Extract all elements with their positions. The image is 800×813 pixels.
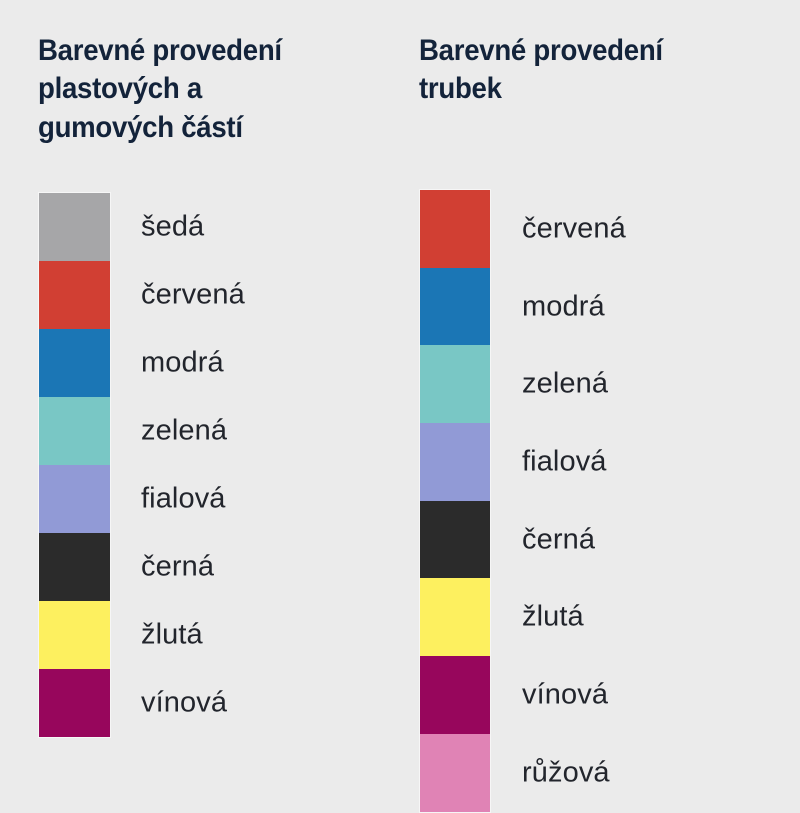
color-swatch-zelená bbox=[420, 345, 490, 424]
column-tubes: Barevné provedení trubek červená modrá zel… bbox=[419, 0, 779, 813]
swatch-row: zelená bbox=[39, 397, 227, 465]
color-label: šedá bbox=[141, 210, 205, 243]
color-swatch-černá bbox=[39, 533, 110, 601]
color-label: růžová bbox=[522, 756, 610, 789]
color-label: modrá bbox=[141, 346, 224, 379]
color-label: fialová bbox=[141, 482, 226, 515]
color-label: černá bbox=[522, 523, 596, 556]
column-plastic-rubber-parts: Barevné provedení plastových a gumových … bbox=[38, 0, 388, 800]
color-swatch-žlutá bbox=[420, 578, 490, 657]
color-swatch-žlutá bbox=[39, 601, 110, 669]
color-label: vínová bbox=[522, 678, 609, 711]
swatch-row: fialová bbox=[39, 465, 225, 533]
color-swatch-černá bbox=[420, 500, 490, 579]
swatch-stack-tubes: červená modrá zelená fialová černá žlutá vínov… bbox=[419, 189, 626, 813]
swatch-row: žlutá bbox=[420, 578, 584, 657]
color-label: modrá bbox=[522, 290, 605, 323]
swatch-row: modrá bbox=[39, 329, 224, 397]
swatch-row: růžová bbox=[420, 733, 610, 812]
swatch-row: šedá bbox=[39, 193, 204, 261]
heading-tubes: Barevné provedení trubek bbox=[419, 34, 663, 106]
color-label: žlutá bbox=[141, 618, 203, 651]
color-swatch-modrá bbox=[39, 329, 110, 397]
color-swatch-vínová bbox=[420, 656, 490, 734]
color-swatch-modrá bbox=[420, 267, 490, 346]
heading-plastic-rubber-parts: Barevné provedení plastových a gumových … bbox=[38, 34, 282, 144]
color-label: žlutá bbox=[522, 600, 584, 633]
color-swatch-fialová bbox=[420, 423, 490, 501]
color-swatch-fialová bbox=[39, 465, 110, 533]
swatch-stack-plastic-rubber-parts: šedá červená modrá zelená fialová černá žlutá v… bbox=[38, 192, 245, 738]
swatch-row: zelená bbox=[420, 345, 608, 424]
color-label: černá bbox=[141, 550, 215, 583]
swatch-row: modrá bbox=[420, 267, 605, 346]
color-label: vínová bbox=[141, 686, 228, 719]
swatch-row: červená bbox=[39, 261, 245, 329]
swatch-row: černá bbox=[39, 533, 214, 601]
color-swatch-vínová bbox=[39, 669, 110, 737]
swatch-row: fialová bbox=[420, 423, 606, 501]
color-swatch-šedá bbox=[39, 193, 110, 261]
color-label: zelená bbox=[141, 414, 228, 447]
swatch-row: vínová bbox=[420, 656, 608, 734]
swatch-row: vínová bbox=[39, 669, 227, 737]
color-label: zelená bbox=[522, 367, 609, 400]
color-swatch-červená bbox=[420, 190, 490, 268]
color-swatch-růžová bbox=[420, 733, 490, 812]
color-label: červená bbox=[141, 278, 245, 311]
color-label: červená bbox=[522, 212, 626, 245]
color-label: fialová bbox=[522, 445, 607, 478]
swatch-row: žlutá bbox=[39, 601, 203, 669]
color-swatch-zelená bbox=[39, 397, 110, 465]
swatch-row: červená bbox=[420, 190, 626, 268]
color-swatch-červená bbox=[39, 261, 110, 329]
swatch-row: černá bbox=[420, 500, 595, 579]
